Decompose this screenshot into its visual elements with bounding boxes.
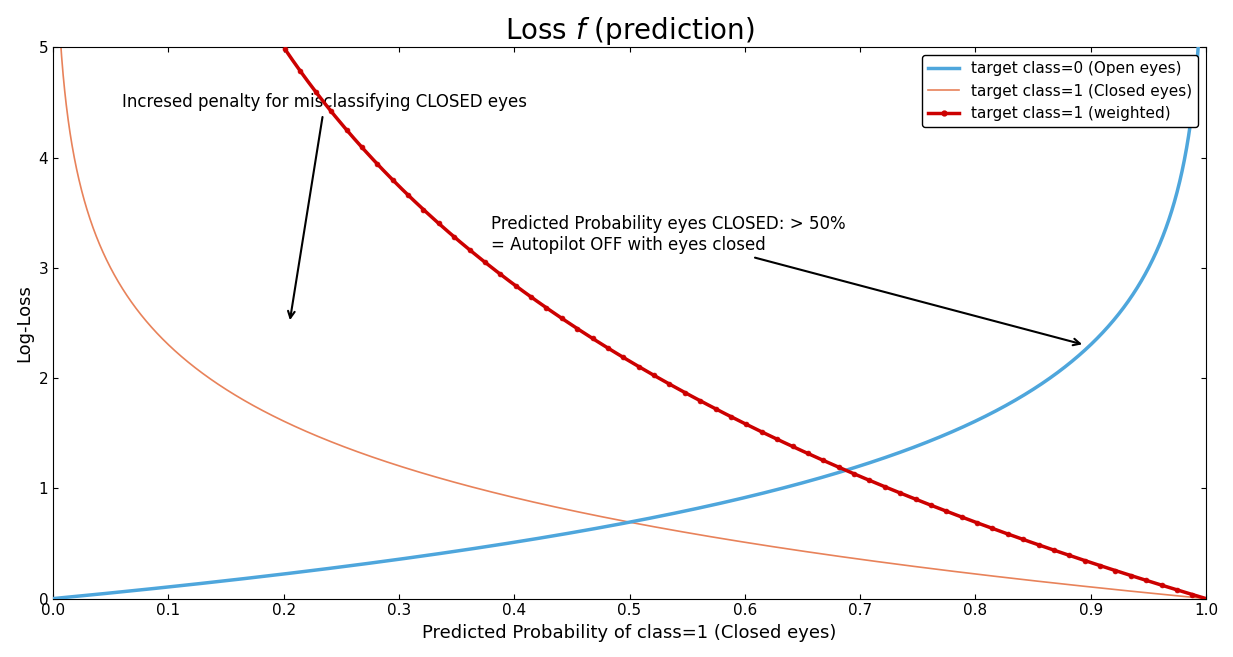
target class=1 (Closed eyes) [758,541,773,549]
target class=1 (weighted) [1198,595,1213,602]
target class=1 (Closed eyes) [1198,595,1213,602]
target class=1 (weighted) [666,382,681,390]
X-axis label: Predicted Probability of class=1 (Closed eyes): Predicted Probability of class=1 (Closed… [423,624,837,642]
Line: target class=1 (Closed eyes): target class=1 (Closed eyes) [59,14,1206,599]
target class=1 (weighted) [793,446,808,454]
target class=0 (Open eyes) [467,545,482,553]
Text: Incresed penalty for misclassifying CLOSED eyes: Incresed penalty for misclassifying CLOS… [122,93,528,318]
target class=1 (Closed eyes) [941,567,956,575]
target class=1 (Closed eyes) [1113,586,1128,594]
Title: Loss $f$ (prediction): Loss $f$ (prediction) [504,15,755,47]
target class=0 (Open eyes) [792,480,806,487]
target class=1 (Closed eyes) [203,375,218,383]
Text: Predicted Probability eyes CLOSED: > 50%
= Autopilot OFF with eyes closed: Predicted Probability eyes CLOSED: > 50%… [491,215,1080,345]
target class=1 (weighted) [1113,568,1128,576]
Y-axis label: Log-Loss: Log-Loss [15,284,33,362]
target class=0 (Open eyes) [47,595,62,602]
target class=1 (weighted) [954,513,969,521]
target class=1 (weighted) [277,45,292,53]
target class=1 (Closed eyes) [52,11,67,18]
target class=0 (Open eyes) [949,426,964,434]
target class=0 (Open eyes) [414,552,429,560]
target class=1 (weighted) [563,321,578,328]
target class=0 (Open eyes) [1192,12,1207,20]
Legend: target class=0 (Open eyes), target class=1 (Closed eyes), target class=1 (weight: target class=0 (Open eyes), target class… [922,55,1198,127]
target class=0 (Open eyes) [599,522,614,530]
target class=1 (Closed eyes) [166,346,181,354]
target class=0 (Open eyes) [1175,166,1190,173]
target class=1 (Closed eyes) [232,394,247,402]
Line: target class=1 (weighted): target class=1 (weighted) [282,47,1208,601]
Line: target class=0 (Open eyes): target class=0 (Open eyes) [54,16,1200,599]
target class=1 (weighted) [837,466,852,474]
